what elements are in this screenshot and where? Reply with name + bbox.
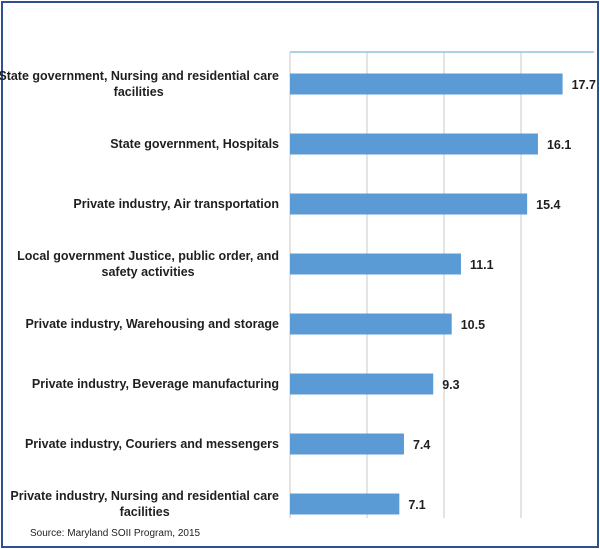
category-label: safety activities [102, 265, 195, 279]
data-label: 7.1 [408, 498, 425, 512]
category-label: Private industry, Warehousing and storag… [25, 317, 279, 331]
data-label: 15.4 [536, 198, 560, 212]
source-note: Source: Maryland SOII Program, 2015 [30, 528, 201, 539]
data-label: 7.4 [413, 438, 430, 452]
data-label: 16.1 [547, 138, 571, 152]
category-label: State government, Hospitals [110, 137, 279, 151]
bar [290, 433, 404, 455]
category-label: State government, Nursing and residentia… [0, 69, 279, 83]
bars [290, 73, 563, 515]
bar [290, 313, 452, 335]
data-label: 11.1 [470, 258, 494, 272]
bar [290, 373, 434, 395]
category-label: Private industry, Couriers and messenger… [25, 437, 279, 451]
bar [290, 493, 400, 515]
data-label: 17.7 [572, 78, 596, 92]
value-labels: 17.7 16.1 15.4 11.1 10.5 9.3 7.4 7.1 [408, 78, 596, 512]
category-label: Private industry, Beverage manufacturing [32, 377, 279, 391]
data-label: 9.3 [442, 378, 459, 392]
bar [290, 193, 528, 215]
bar [290, 253, 461, 275]
category-label: facilities [120, 505, 170, 519]
category-label: Local government Justice, public order, … [17, 249, 279, 263]
category-label: Private industry, Nursing and residentia… [10, 489, 279, 503]
category-labels: State government, Nursing and residentia… [0, 69, 279, 519]
data-label: 10.5 [461, 318, 485, 332]
category-label: facilities [114, 85, 164, 99]
bar [290, 133, 538, 155]
bar [290, 73, 563, 95]
category-label: Private industry, Air transportation [73, 197, 279, 211]
